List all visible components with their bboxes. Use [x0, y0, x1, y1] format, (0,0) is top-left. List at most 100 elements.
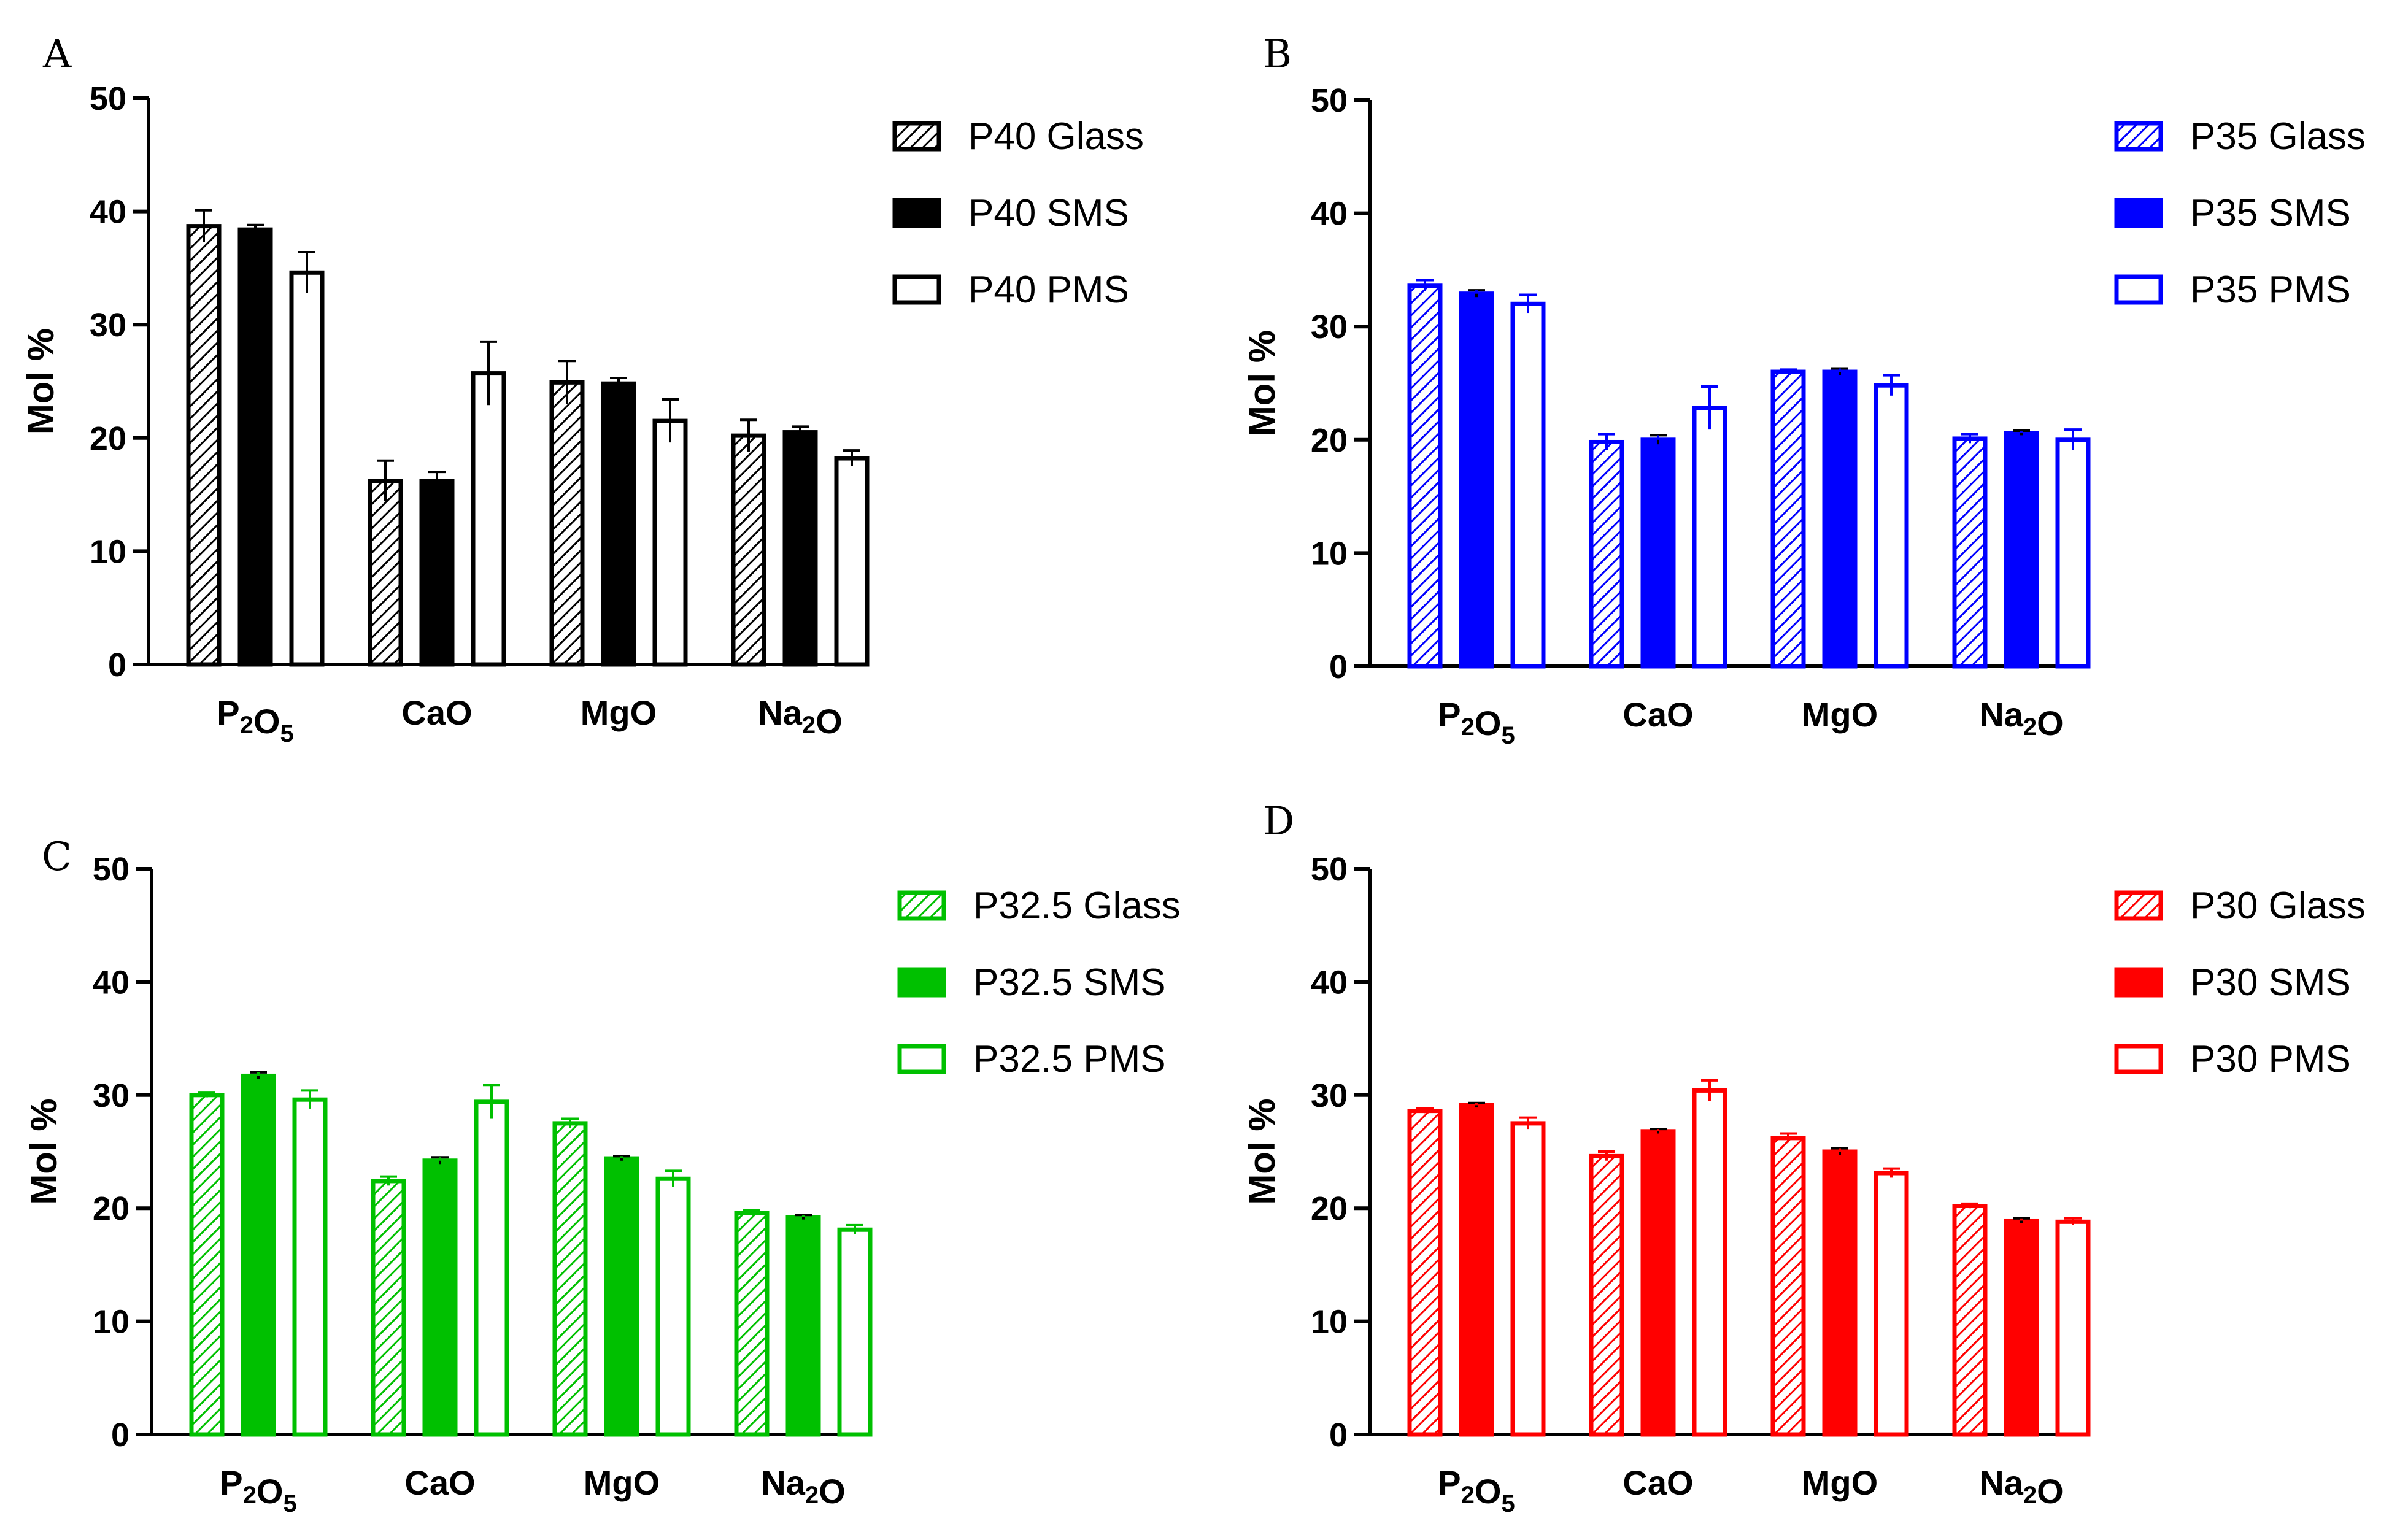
bar-open — [1874, 383, 1909, 669]
x-category-label: P2O5 — [220, 1463, 296, 1517]
x-category-label: MgO — [1802, 1463, 1878, 1502]
bar-open — [1692, 406, 1727, 669]
bar-solid — [237, 227, 273, 667]
x-category-label: MgO — [1802, 695, 1878, 734]
y-tick-label: 50 — [90, 80, 126, 117]
bar-solid — [1459, 1103, 1494, 1437]
bar-solid — [419, 479, 455, 667]
y-tick-label: 10 — [93, 1304, 129, 1341]
error-bar — [846, 1223, 863, 1234]
bar-hatched — [1952, 1204, 1988, 1437]
bar-hatched — [734, 1211, 770, 1437]
panel-letter: D — [1263, 799, 1294, 844]
bar-hatched — [552, 1121, 588, 1437]
bar-open — [834, 456, 870, 667]
legend-label: P32.5 SMS — [973, 961, 1166, 1004]
bar-solid — [1459, 291, 1494, 669]
legend-label: P30 SMS — [2190, 961, 2351, 1004]
error-bar — [1780, 368, 1797, 374]
error-bar — [480, 340, 497, 406]
bar-hatched — [1770, 1136, 1806, 1437]
error-bar — [298, 251, 315, 293]
legend-label: P40 Glass — [968, 115, 1144, 158]
error-bar — [483, 1084, 500, 1119]
bar-open — [1874, 1171, 1909, 1437]
y-tick-label: 0 — [111, 1417, 129, 1453]
error-bar — [250, 1071, 267, 1079]
legend-swatch — [2114, 274, 2163, 305]
error-bar — [2013, 1217, 2030, 1223]
legend-swatch — [2114, 890, 2163, 921]
error-bar — [843, 449, 860, 466]
legend-item: P30 SMS — [2114, 961, 2351, 1004]
x-category-label: MgO — [581, 693, 657, 732]
legend-label: P32.5 PMS — [973, 1038, 1166, 1080]
bar-open — [655, 1176, 691, 1437]
error-bar — [610, 376, 627, 390]
error-bar — [431, 1156, 449, 1165]
error-bar — [1701, 385, 1718, 430]
bar-hatched — [1589, 439, 1624, 669]
error-bar — [1416, 279, 1434, 291]
bar-solid — [422, 1158, 458, 1437]
y-tick-label: 0 — [108, 647, 126, 683]
legend-swatch — [892, 274, 941, 305]
error-bar — [1883, 1167, 1900, 1178]
bar-hatched — [1407, 283, 1443, 669]
legend-label: P35 PMS — [2190, 269, 2351, 311]
bar-open — [471, 371, 506, 667]
bar-open — [2055, 1219, 2091, 1437]
bar-hatched — [1589, 1153, 1624, 1437]
error-bar — [2064, 428, 2082, 450]
legend-item: P35 PMS — [2114, 269, 2351, 311]
error-bar — [795, 1214, 812, 1220]
bar-hatched — [1952, 436, 1988, 669]
error-bar — [1598, 1150, 1615, 1161]
y-tick-label: 30 — [93, 1077, 129, 1114]
legend-item: P30 PMS — [2114, 1038, 2351, 1080]
bar-solid — [601, 381, 636, 667]
bar-hatched — [731, 433, 766, 667]
bar-solid — [1822, 369, 1858, 669]
error-bar — [1883, 374, 1900, 396]
bar-open — [292, 1097, 328, 1437]
bar-hatched — [368, 479, 403, 667]
bar-solid — [604, 1156, 639, 1437]
bar-solid — [2004, 431, 2039, 669]
legend-swatch — [897, 890, 946, 921]
error-bar — [1780, 1132, 1797, 1143]
y-tick-label: 10 — [1311, 535, 1348, 572]
y-tick-label: 30 — [90, 307, 126, 344]
x-category-label: CaO — [1623, 1463, 1693, 1502]
error-bar — [740, 418, 757, 452]
legend-item: P30 Glass — [2114, 885, 2366, 927]
error-bar — [198, 1091, 215, 1098]
error-bar — [1831, 1147, 1848, 1155]
legend-item: P32.5 SMS — [897, 961, 1166, 1004]
legend-item: P35 Glass — [2114, 115, 2366, 158]
legend-swatch — [2114, 967, 2163, 998]
bar-solid — [782, 430, 818, 667]
error-bar — [1701, 1079, 1718, 1101]
x-category-label: P2O5 — [217, 693, 293, 747]
error-bar — [743, 1209, 760, 1215]
legend-label: P35 SMS — [2190, 192, 2351, 234]
error-bar — [301, 1089, 318, 1109]
error-bar — [377, 459, 394, 502]
y-tick-label: 40 — [90, 194, 126, 231]
x-category-label: Na2O — [1979, 1463, 2063, 1511]
legend-swatch — [897, 967, 946, 998]
error-bar — [195, 209, 212, 242]
x-category-label: CaO — [401, 693, 472, 732]
legend-item: P40 Glass — [892, 115, 1144, 158]
y-tick-label: 0 — [1329, 1417, 1348, 1453]
bar-hatched — [189, 1093, 225, 1437]
y-axis-title: Mol % — [1241, 1098, 1283, 1204]
bar-hatched — [549, 380, 585, 667]
bar-solid — [1822, 1149, 1858, 1437]
y-tick-label: 20 — [1311, 422, 1348, 459]
panel-d: D 0 10 20 30 40 50 Mol % P2O5 CaO MgO Na2O P30 Glass… — [1241, 799, 2366, 1517]
legend-label: P32.5 Glass — [973, 885, 1181, 927]
error-bar — [2064, 1217, 2082, 1225]
bar-solid — [1640, 437, 1676, 669]
